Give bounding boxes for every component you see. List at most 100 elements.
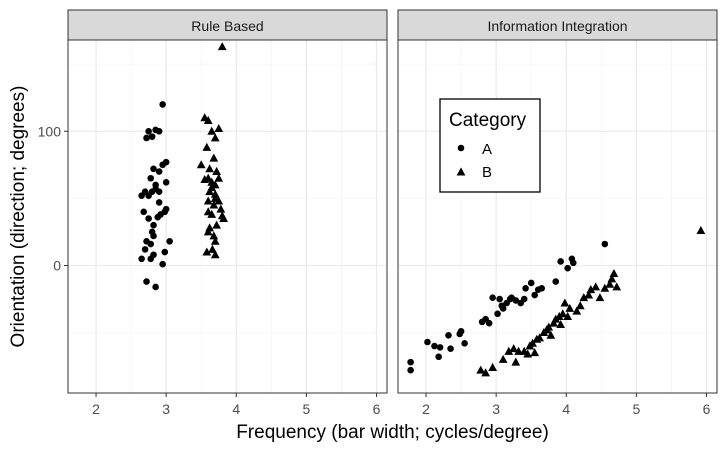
data-point-b xyxy=(528,338,537,347)
panel-0: Rule Based 2 3 4 5 6 0 100 xyxy=(38,9,388,417)
data-point-a xyxy=(150,232,157,240)
data-point-b xyxy=(210,133,220,142)
panel-border xyxy=(397,39,718,394)
data-point-a xyxy=(145,215,152,222)
data-point-a xyxy=(435,353,442,361)
x-tick-label: 2 xyxy=(92,401,100,417)
data-point-a xyxy=(407,366,414,374)
data-point-b xyxy=(546,330,556,339)
data-point-a xyxy=(564,264,571,272)
data-point-b xyxy=(207,183,217,192)
data-point-a xyxy=(148,133,156,140)
data-point-a xyxy=(145,127,152,135)
data-point-a xyxy=(155,188,163,195)
panel-border xyxy=(67,39,388,394)
data-point-b xyxy=(560,298,570,307)
data-point-b xyxy=(209,200,219,209)
data-point-a xyxy=(494,310,501,318)
data-point-b xyxy=(544,322,554,331)
data-point-a xyxy=(161,248,169,256)
data-point-b xyxy=(504,346,514,355)
data-point-b xyxy=(609,268,619,277)
x-axis-title: Frequency (bar width; cycles/degree) xyxy=(236,422,549,443)
facet-strip-label: Information Integration xyxy=(487,18,627,34)
data-point-b xyxy=(208,244,217,253)
data-point-b xyxy=(605,279,615,288)
data-point-b xyxy=(203,115,213,124)
data-point-b xyxy=(196,160,206,169)
x-tick-label: 3 xyxy=(492,401,500,417)
data-point-a xyxy=(143,134,150,142)
legend-key-b xyxy=(456,167,466,176)
data-point-a xyxy=(445,331,452,339)
data-point-a xyxy=(140,208,148,216)
data-point-b xyxy=(214,173,224,182)
data-point-b xyxy=(217,42,227,51)
data-point-a xyxy=(162,205,170,213)
data-point-a xyxy=(531,291,539,299)
data-point-b xyxy=(595,293,605,302)
data-point-b xyxy=(511,357,521,366)
x-tick-label: 2 xyxy=(422,401,430,417)
data-point-b xyxy=(210,250,220,259)
data-point-b xyxy=(212,166,222,175)
legend-box xyxy=(439,98,541,193)
data-point-b xyxy=(696,225,706,235)
data-point-b xyxy=(210,189,220,198)
data-point-a xyxy=(601,240,609,248)
data-point-a xyxy=(552,278,560,285)
legend-label-a: A xyxy=(482,141,492,158)
data-point-a xyxy=(436,344,444,351)
data-point-a xyxy=(155,199,163,206)
data-point-b xyxy=(214,196,224,205)
data-point-b xyxy=(579,293,589,302)
data-point-b xyxy=(200,174,210,184)
data-point-a xyxy=(150,165,157,173)
data-point-a xyxy=(499,305,507,312)
data-point-a xyxy=(569,259,577,267)
data-point-b xyxy=(586,285,596,294)
data-point-a xyxy=(159,101,166,108)
data-point-a xyxy=(496,295,503,303)
data-point-b xyxy=(530,348,540,357)
x-tick-label: 6 xyxy=(703,401,711,417)
data-point-b xyxy=(565,303,575,312)
data-point-a xyxy=(485,319,493,327)
x-tick-label: 5 xyxy=(302,401,310,417)
data-point-a xyxy=(143,238,150,245)
data-point-b xyxy=(498,354,508,363)
data-point-b xyxy=(202,247,212,256)
data-point-b xyxy=(563,311,573,320)
data-point-a xyxy=(159,260,166,268)
legend: Category AB xyxy=(439,98,541,193)
panel-background xyxy=(398,40,717,393)
data-point-a xyxy=(527,279,535,287)
data-point-b xyxy=(523,349,533,358)
data-point-a xyxy=(152,283,159,291)
data-point-b xyxy=(556,319,566,328)
data-point-b xyxy=(212,220,222,229)
data-point-b xyxy=(219,213,229,222)
data-point-a xyxy=(424,338,431,346)
data-point-b xyxy=(600,283,610,292)
data-point-b xyxy=(584,290,594,299)
data-point-b xyxy=(575,301,585,310)
data-point-a xyxy=(447,345,454,353)
data-point-a xyxy=(150,251,157,259)
x-tick-label: 5 xyxy=(632,401,640,417)
data-point-a xyxy=(143,278,150,285)
data-point-a xyxy=(162,158,170,166)
data-point-a xyxy=(152,181,159,189)
data-point-a xyxy=(489,294,496,302)
x-tick-label: 4 xyxy=(232,401,240,417)
data-point-a xyxy=(457,327,465,335)
data-point-a xyxy=(150,221,157,229)
panel-1: Information Integration 2 3 4 5 6 xyxy=(397,9,718,417)
data-point-b xyxy=(488,362,498,371)
data-point-b xyxy=(509,344,519,353)
data-point-b xyxy=(203,196,213,205)
data-point-b xyxy=(202,142,212,151)
data-point-a xyxy=(557,258,564,265)
y-tick-label: 0 xyxy=(53,257,61,273)
